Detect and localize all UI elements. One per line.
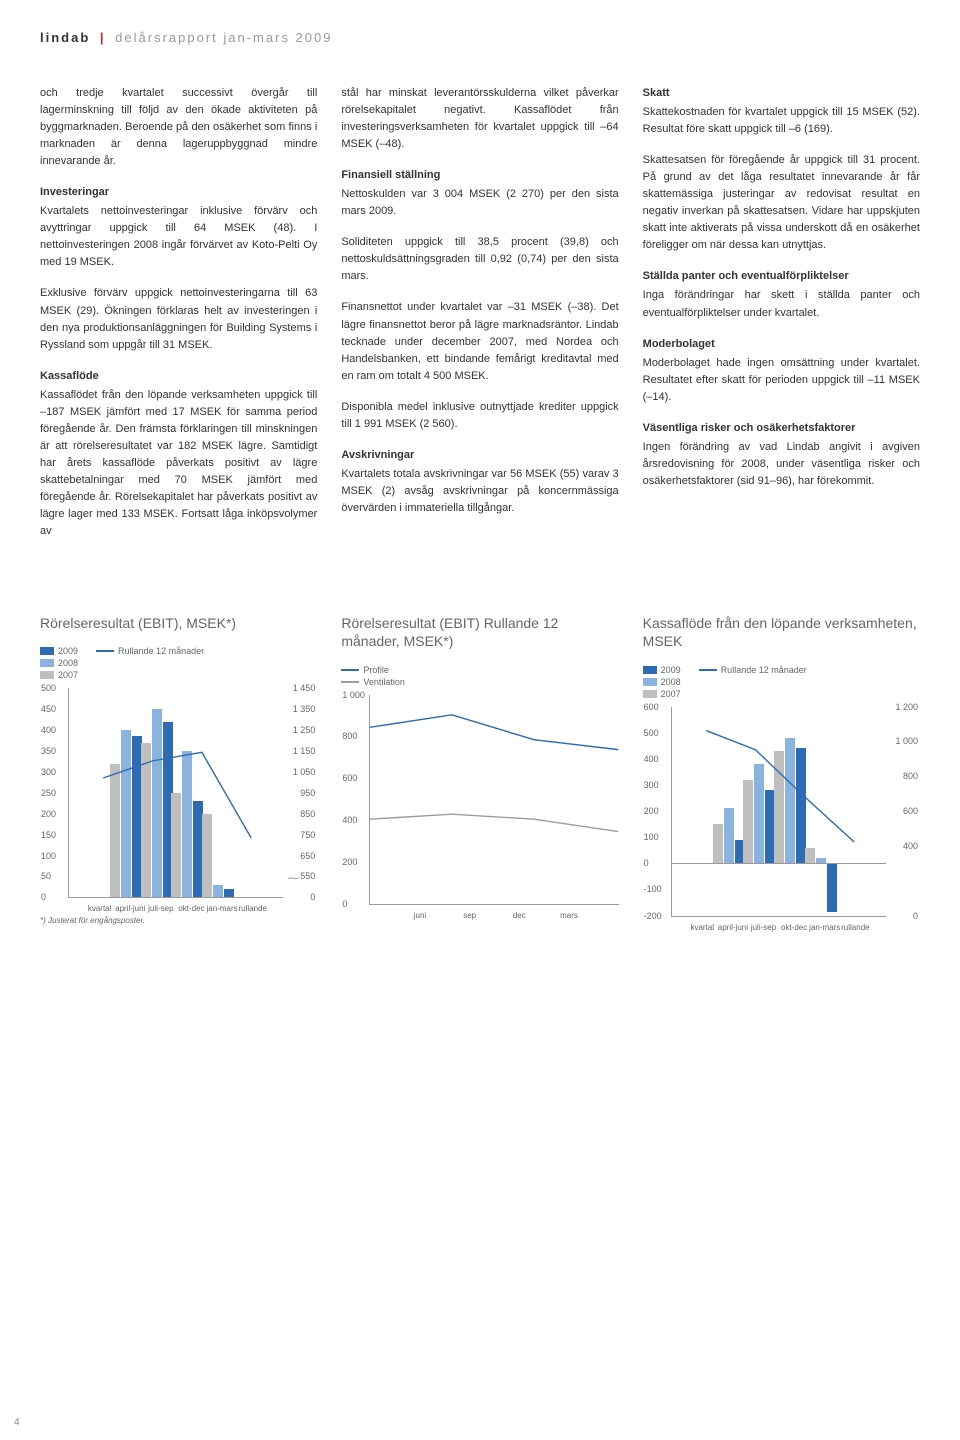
c1-p3: Exklusive förvärv uppgick nettoinvesteri… [40,285,317,353]
swatch3-2008 [643,678,657,686]
leg3-line: Rullande 12 månader [721,665,807,675]
swatch-2009 [40,647,54,655]
c2-p6: Kvartalets totala avskrivningar var 56 M… [341,466,618,517]
brand: lindab [40,30,90,45]
c3-p2: Skattesatsen för föregående år uppgick t… [643,152,920,254]
chart1-legend: 2009 2008 2007 Rullande 12 månader [40,646,317,680]
chart3-plot: 6005004003002001000-100-2001 2001 000800… [671,707,886,917]
chart1-plot: ⁓ 5004504003503002502001501005001 4501 3… [68,688,283,898]
body-columns: och tredje kvartalet successivt övergår … [40,85,920,554]
divider-icon: | [96,30,110,45]
c2-p2: Nettoskulden var 3 004 MSEK (2 270) per … [341,186,618,220]
header-sub: delårsrapport jan-mars 2009 [115,30,332,45]
c2-p1: stål har minskat leverantörsskulderna vi… [341,85,618,153]
page-header: lindab | delårsrapport jan-mars 2009 [40,30,920,45]
chart2-plot: 1 0008006004002000junisepdecmars [369,695,618,905]
swatch-line [96,650,114,652]
column-1: och tredje kvartalet successivt övergår … [40,85,317,554]
c1-p2: Kvartalets nettoinvesteringar inklusive … [40,203,317,271]
c3-p5: Ingen förändring av vad Lindab angivit i… [643,439,920,490]
c1-p1: och tredje kvartalet successivt övergår … [40,85,317,170]
chart-ebit: Rörelseresultat (EBIT), MSEK*) 2009 2008… [40,614,317,925]
leg-line: Rullande 12 månader [118,646,204,656]
c2-p5: Disponibla medel inklusive outnyttjade k… [341,399,618,433]
leg-2007: 2007 [58,670,78,680]
c2-h1: Finansiell ställning [341,167,618,184]
c2-h2: Avskrivningar [341,447,618,464]
chart2-title: Rörelseresultat (EBIT) Rullande 12 månad… [341,614,618,650]
c3-h4: Väsentliga risker och osäkerhetsfaktorer [643,420,920,437]
column-2: stål har minskat leverantörsskulderna vi… [341,85,618,554]
leg-ventilation: Ventilation [363,677,405,687]
chart3-legend: 2009 2008 2007 Rullande 12 månader [643,665,920,699]
c3-p4: Moderbolaget hade ingen omsättning under… [643,355,920,406]
c3-h1: Skatt [643,85,920,102]
c3-h3: Moderbolaget [643,336,920,353]
c3-h2: Ställda panter och eventualförpliktelser [643,268,920,285]
swatch-2008 [40,659,54,667]
leg-2009: 2009 [58,646,78,656]
chart-row: Rörelseresultat (EBIT), MSEK*) 2009 2008… [40,614,920,925]
leg3-2009: 2009 [661,665,681,675]
leg-2008: 2008 [58,658,78,668]
swatch-ventilation [341,681,359,683]
leg-profile: Profile [363,665,389,675]
c1-p4: Kassaflödet från den löpande verksamhete… [40,387,317,540]
c3-p3: Inga förändringar har skett i ställda pa… [643,287,920,321]
leg3-2007: 2007 [661,689,681,699]
page-number: 4 [14,1417,20,1428]
leg3-2008: 2008 [661,677,681,687]
swatch3-2009 [643,666,657,674]
chart3-title: Kassaflöde från den löpande verksamheten… [643,614,920,650]
chart2-legend: Profile Ventilation [341,665,618,687]
swatch-2007 [40,671,54,679]
chart-cashflow: Kassaflöde från den löpande verksamheten… [643,614,920,925]
swatch3-line [699,669,717,671]
c3-p1: Skattekostnaden för kvartalet uppgick ti… [643,104,920,138]
chart1-title: Rörelseresultat (EBIT), MSEK*) [40,614,317,632]
c2-p3: Soliditeten uppgick till 38,5 procent (3… [341,234,618,285]
swatch-profile [341,669,359,671]
c2-p4: Finansnettot under kvartalet var –31 MSE… [341,299,618,384]
column-3: Skatt Skattekostnaden för kvartalet uppg… [643,85,920,554]
swatch3-2007 [643,690,657,698]
c1-h1: Investeringar [40,184,317,201]
chart1-footnote: *) Justerat för engångsposter. [40,916,317,925]
c1-h2: Kassaflöde [40,368,317,385]
chart-ebit-rolling: Rörelseresultat (EBIT) Rullande 12 månad… [341,614,618,925]
